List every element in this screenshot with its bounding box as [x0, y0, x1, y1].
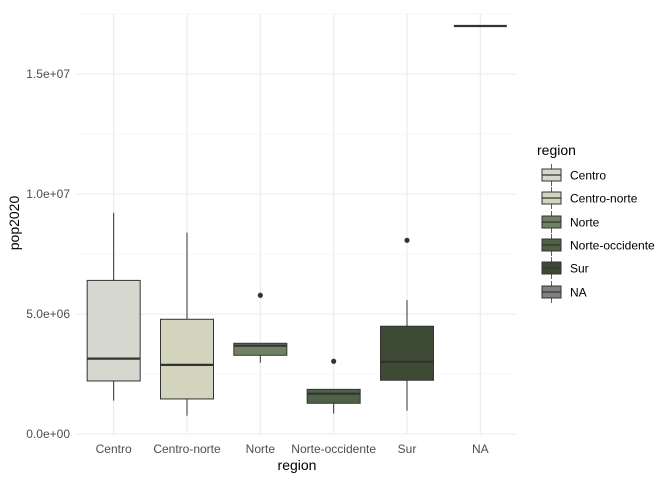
boxes [86, 24, 507, 416]
y-tick-label: 1.5e+07 [26, 67, 70, 81]
box-centro [86, 212, 141, 401]
legend-label: Centro [570, 169, 606, 183]
box-iqr [86, 279, 141, 382]
x-axis-ticks: Centro Centro-norte Norte Norte-occidente Su… [96, 442, 489, 456]
outlier-point [331, 358, 337, 364]
box-norte [233, 292, 288, 363]
box-sur [380, 237, 434, 411]
x-tick-label: Centro-norte [153, 442, 221, 456]
y-axis-ticks: 0.0e+00 5.0e+06 1.0e+07 1.5e+07 [26, 67, 70, 441]
legend-label: Sur [570, 262, 589, 276]
legend-label: NA [570, 286, 587, 300]
y-tick-label: 1.0e+07 [26, 187, 70, 201]
x-tick-label: Norte [246, 442, 276, 456]
box-iqr [306, 388, 361, 404]
x-tick-label: Sur [398, 442, 417, 456]
box-iqr [160, 318, 214, 400]
x-tick-label: NA [472, 442, 489, 456]
outlier-point [404, 237, 410, 243]
y-tick-label: 0.0e+00 [26, 427, 70, 441]
x-axis-title: region [278, 457, 317, 473]
legend-item-centro: Centro [541, 164, 606, 186]
outlier-point [257, 292, 263, 298]
y-tick-label: 5.0e+06 [26, 307, 70, 321]
x-tick-label: Norte-occidente [291, 442, 376, 456]
box-norte-occidente [306, 358, 361, 414]
legend-label: Norte [570, 216, 600, 230]
legend-item-norte-occidente: Norte-occidente [541, 234, 655, 256]
legend-item-norte: Norte [541, 211, 600, 233]
y-axis-title: pop2020 [6, 196, 22, 251]
legend-label: Centro-norte [570, 192, 638, 206]
legend-item-centro-norte: Centro-norte [541, 187, 638, 209]
box-iqr [380, 325, 434, 381]
legend-label: Norte-occidente [570, 239, 655, 253]
x-tick-label: Centro [96, 442, 132, 456]
legend-item-na: NA [541, 281, 587, 303]
box-centro-norte [160, 232, 214, 416]
legend-item-sur: Sur [541, 257, 589, 279]
legend: region Centro Centro-norte Norte Norte-occi… [537, 142, 655, 303]
grid [77, 13, 517, 435]
legend-title: region [537, 142, 576, 158]
